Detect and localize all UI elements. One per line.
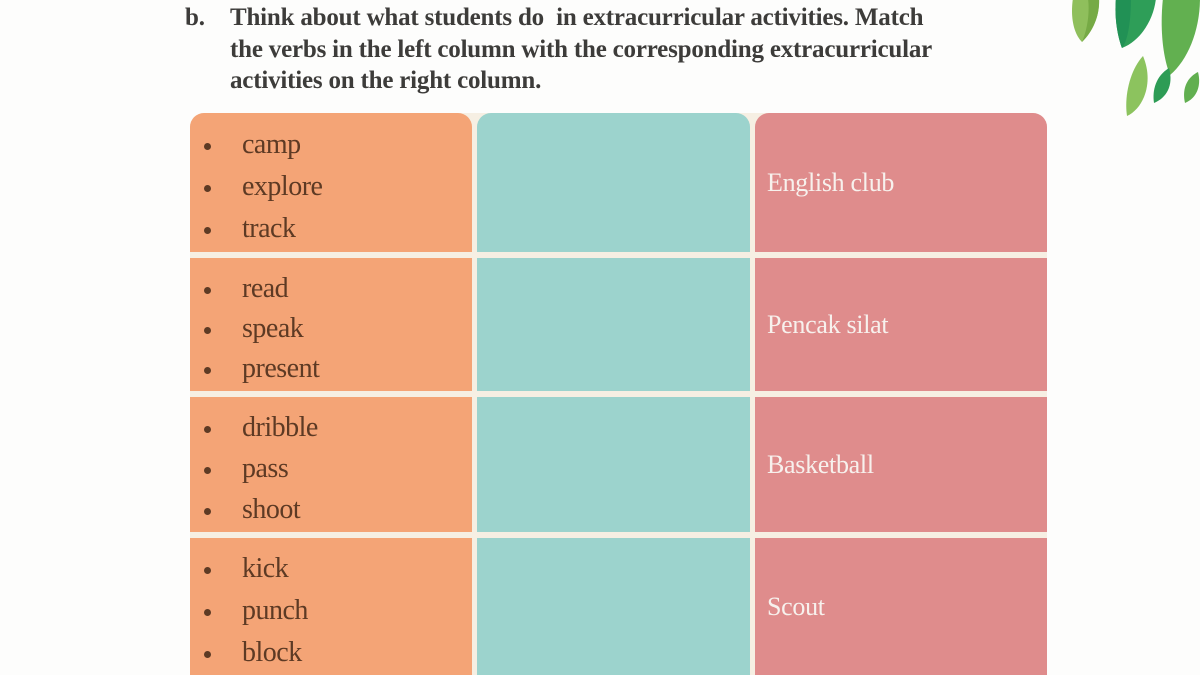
leaf-icon bbox=[1115, 0, 1131, 48]
activity-label: English club bbox=[767, 167, 895, 197]
instruction-line: the verbs in the left column with the co… bbox=[230, 35, 933, 63]
answer-cell bbox=[477, 258, 750, 391]
verb-item: camp bbox=[190, 125, 472, 167]
answer-cell bbox=[477, 397, 750, 532]
bullet-icon bbox=[204, 508, 211, 515]
bullet-icon bbox=[204, 286, 211, 294]
verb-item: read bbox=[190, 270, 472, 310]
instruction-line: activities on the right column. bbox=[230, 67, 542, 94]
activity-label: Pencak silat bbox=[767, 309, 889, 339]
verb-label: track bbox=[242, 213, 296, 245]
activity-cell: English club bbox=[755, 113, 1047, 252]
activity-label: Basketball bbox=[767, 449, 874, 479]
leaf-icon bbox=[1153, 68, 1171, 103]
verb-label: shoot bbox=[242, 494, 301, 525]
verb-cell: kick punch block bbox=[190, 538, 472, 675]
instruction-text: Think about what students do in extracur… bbox=[230, 2, 932, 97]
verb-cell: camp explore track bbox=[190, 113, 472, 252]
verb-label: dribble bbox=[242, 412, 318, 443]
bullet-icon bbox=[204, 426, 211, 433]
instruction-line: Think about what students do in extracur… bbox=[230, 4, 924, 31]
verb-label: pass bbox=[242, 453, 289, 484]
verb-label: camp bbox=[242, 128, 301, 160]
exercise-instruction: b. Think about what students do in extra… bbox=[185, 2, 932, 97]
verb-label: speak bbox=[242, 312, 304, 344]
activity-cell: Scout bbox=[755, 538, 1047, 675]
verb-label: explore bbox=[242, 170, 323, 202]
verb-cell: read speak present bbox=[190, 258, 472, 391]
verb-label: read bbox=[242, 272, 289, 304]
leaf-icon bbox=[1184, 72, 1200, 103]
verb-item: present bbox=[190, 351, 472, 391]
bullet-icon bbox=[204, 609, 211, 616]
bullet-icon bbox=[204, 650, 211, 658]
exercise-letter: b. bbox=[185, 4, 205, 31]
bullet-icon bbox=[204, 142, 211, 150]
activity-label: Scout bbox=[767, 591, 825, 621]
verb-item: kick bbox=[190, 550, 472, 592]
bullet-icon bbox=[204, 326, 211, 334]
answer-cell bbox=[477, 538, 750, 675]
verb-cell: dribble pass shoot bbox=[190, 397, 472, 532]
verb-item: track bbox=[190, 210, 472, 252]
bullet-icon bbox=[204, 367, 211, 375]
verb-label: block bbox=[242, 636, 302, 668]
verb-label: present bbox=[242, 353, 320, 385]
leaf-icon bbox=[1082, 0, 1100, 42]
leaf-icon bbox=[1161, 0, 1200, 75]
verb-label: punch bbox=[242, 595, 308, 626]
verb-item: pass bbox=[190, 450, 472, 491]
activity-cell: Basketball bbox=[755, 397, 1047, 532]
answer-cell bbox=[477, 113, 750, 252]
verb-item: dribble bbox=[190, 409, 472, 450]
verb-item: shoot bbox=[190, 491, 472, 532]
match-table: camp explore track English club read spe… bbox=[190, 113, 1047, 675]
verb-label: kick bbox=[242, 553, 289, 585]
bullet-icon bbox=[204, 227, 211, 235]
bullet-icon bbox=[204, 467, 211, 474]
leaf-decoration bbox=[1072, 0, 1200, 116]
leaf-icon bbox=[1126, 56, 1148, 116]
verb-item: speak bbox=[190, 310, 472, 350]
activity-cell: Pencak silat bbox=[755, 258, 1047, 391]
bullet-icon bbox=[204, 567, 211, 575]
verb-item: explore bbox=[190, 167, 472, 209]
verb-item: block bbox=[190, 633, 472, 675]
verb-item: punch bbox=[190, 592, 472, 634]
bullet-icon bbox=[204, 184, 211, 192]
